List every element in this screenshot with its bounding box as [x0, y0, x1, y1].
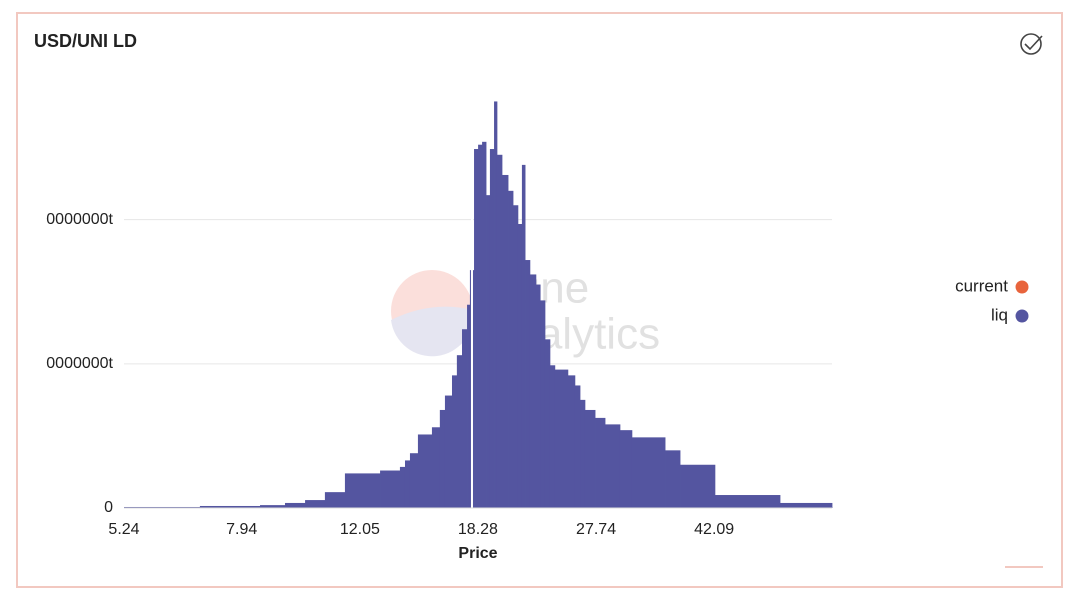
liquidity-bar [540, 300, 546, 508]
liquidity-bar [779, 502, 833, 508]
liquidity-bar [474, 149, 479, 508]
liquidity-bar [525, 260, 531, 508]
liquidity-bar [404, 460, 411, 508]
liquidity-bar [580, 399, 586, 508]
liquidity-bar [461, 329, 468, 508]
liquidity-bar [501, 174, 509, 508]
liquidity-bar [567, 375, 576, 508]
x-tick-label: 18.28 [458, 521, 498, 538]
liquidity-bar [619, 430, 633, 508]
x-tick-label: 12.05 [340, 521, 380, 538]
liquidity-bar [456, 355, 463, 508]
liquidity-bar [680, 464, 716, 508]
x-tick-label: 7.94 [226, 521, 257, 538]
y-tick-label: 0 [104, 499, 113, 516]
liquidity-bar [305, 500, 326, 508]
liquidity-bar [444, 395, 453, 508]
liquidity-bar [544, 339, 551, 508]
liquidity-bar [417, 434, 433, 508]
liquidity-bar [554, 369, 569, 508]
x-axis-label: Price [458, 545, 497, 562]
y-tick-label: 0000000t [46, 211, 113, 228]
liquidity-bar [584, 409, 596, 508]
resize-handle [1005, 566, 1043, 568]
liquidity-bar [517, 223, 523, 508]
liquidity-bar [529, 274, 537, 508]
chart-title: USD/UNI LD [34, 31, 137, 51]
liquidity-bar [324, 492, 346, 508]
liquidity-bar [284, 502, 306, 508]
liquidity-bar [521, 164, 526, 508]
liquidity-bar [478, 144, 483, 508]
liquidity-bar [409, 453, 419, 508]
liquidity-bar [714, 495, 781, 508]
liquidity-bar [399, 466, 406, 508]
liquidity-bar [494, 101, 498, 508]
liquidity-bar [549, 365, 556, 508]
check-icon[interactable] [1020, 33, 1043, 55]
legend-label: liq [991, 305, 1008, 324]
liquidity-bar [513, 205, 519, 508]
liquidity-bar [199, 505, 261, 508]
y-tick-label: 0000000t [46, 355, 113, 372]
liquidity-bar [260, 505, 286, 508]
x-tick-label: 27.74 [576, 521, 616, 538]
liquidity-bar [451, 375, 458, 508]
liquidity-bar [595, 417, 606, 508]
liquidity-bar [535, 284, 541, 508]
liquidity-bar [124, 506, 201, 508]
legend-marker [1015, 309, 1029, 323]
liquidity-bar [380, 470, 401, 508]
liquidity-bar [467, 304, 471, 508]
liquidity-bar [665, 450, 681, 508]
liquidity-bar [486, 195, 491, 509]
legend-label: current [955, 276, 1008, 295]
legend-marker [1015, 280, 1029, 294]
liquidity-bar [431, 427, 441, 508]
liquidity-bar [482, 141, 487, 509]
liquidity-bar [574, 385, 581, 508]
liquidity-bar [605, 424, 621, 508]
liquidity-bar [631, 437, 666, 508]
liquidity-bar [496, 154, 503, 508]
x-tick-label: 5.24 [108, 521, 139, 538]
liquidity-bar [489, 149, 495, 508]
liquidity-bar [508, 190, 514, 509]
x-tick-label: 42.09 [694, 521, 734, 538]
liquidity-bar [439, 409, 446, 508]
liquidity-bar [344, 473, 381, 508]
